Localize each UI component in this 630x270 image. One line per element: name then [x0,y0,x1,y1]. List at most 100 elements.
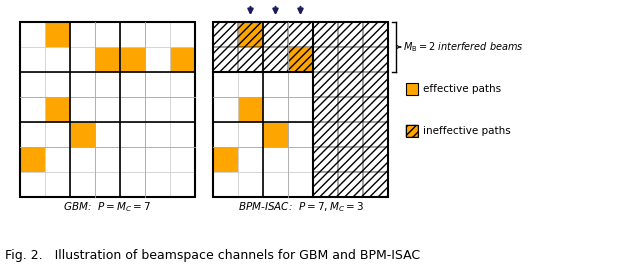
Bar [70,97,95,122]
Bar [338,122,363,147]
Bar [338,72,363,97]
Bar [70,22,95,47]
Bar [145,122,170,147]
Bar [313,97,338,122]
Bar [238,122,263,147]
Bar [406,124,418,137]
Bar [313,172,338,197]
Text: GBM:  $P = M_C = 7$: GBM: $P = M_C = 7$ [64,200,151,214]
Bar [120,72,145,97]
Bar [213,47,238,72]
Text: $M_{\mathrm{B}} = 2$ interfered beams: $M_{\mathrm{B}} = 2$ interfered beams [403,40,524,54]
Bar [45,147,70,172]
Bar [95,47,120,72]
Bar [238,47,263,72]
Text: effective paths: effective paths [423,83,501,93]
Bar [213,22,238,47]
Bar [170,22,195,47]
Bar [363,122,388,147]
Bar [145,47,170,72]
Bar [363,172,388,197]
Bar [288,147,313,172]
Bar [145,72,170,97]
Bar [70,172,95,197]
Bar [70,72,95,97]
Bar [213,72,238,97]
Bar [338,72,363,97]
Bar [213,97,238,122]
Bar [20,172,45,197]
Bar [263,22,288,47]
Bar [170,147,195,172]
Bar [363,122,388,147]
Bar [363,72,388,97]
Bar [263,172,288,197]
Bar [95,172,120,197]
Bar [288,47,313,72]
Bar [313,122,338,147]
Bar [338,122,363,147]
Bar [263,72,288,97]
Bar [70,47,95,72]
Bar [238,147,263,172]
Bar [363,172,388,197]
Bar [288,22,313,47]
Bar [213,22,238,47]
Bar [20,22,45,47]
Bar [45,172,70,197]
Bar [45,97,70,122]
Bar [338,22,363,47]
Bar [338,172,363,197]
Bar [170,97,195,122]
Bar [288,47,313,72]
Bar [363,22,388,47]
Bar [338,22,363,47]
Bar [338,147,363,172]
Bar [170,47,195,72]
Bar [120,22,145,47]
Bar [95,22,120,47]
Bar [213,122,238,147]
Bar [238,72,263,97]
Bar [288,97,313,122]
Bar [313,22,338,47]
Bar [288,72,313,97]
Bar [263,22,288,47]
Bar [20,97,45,122]
Text: BPM-ISAC:  $P = 7, M_C = 3$: BPM-ISAC: $P = 7, M_C = 3$ [238,200,364,214]
Bar [170,72,195,97]
Bar [238,47,263,72]
Bar [170,122,195,147]
Bar [70,122,95,147]
Bar [95,122,120,147]
Bar [145,147,170,172]
Bar [45,122,70,147]
Bar [313,147,338,172]
Text: Fig. 2.   Illustration of beamspace channels for GBM and BPM-ISAC: Fig. 2. Illustration of beamspace channe… [5,249,420,262]
Bar [313,47,338,72]
Bar [95,97,120,122]
Bar [120,47,145,72]
Bar [338,97,363,122]
Bar [120,147,145,172]
Bar [288,172,313,197]
Bar [338,172,363,197]
Bar [363,147,388,172]
Bar [338,147,363,172]
Bar [313,172,338,197]
Bar [313,72,338,97]
Bar [263,97,288,122]
Bar [288,122,313,147]
Text: ineffective paths: ineffective paths [423,126,511,136]
Bar [238,172,263,197]
Bar [338,97,363,122]
Bar [263,47,288,72]
Bar [313,22,338,47]
Bar [120,97,145,122]
Bar [363,147,388,172]
Bar [213,47,238,72]
Bar [120,122,145,147]
Bar [238,97,263,122]
Bar [45,47,70,72]
Bar [338,47,363,72]
